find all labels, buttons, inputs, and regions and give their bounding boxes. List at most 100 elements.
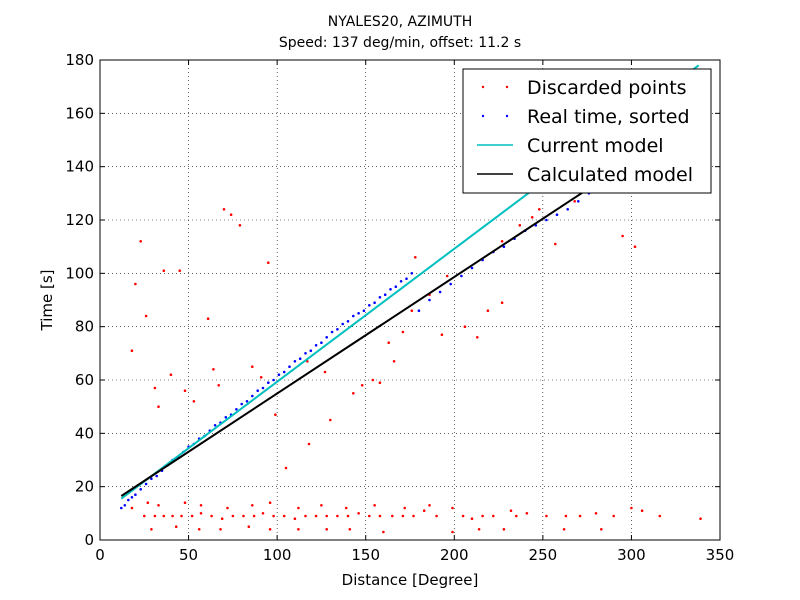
data-point	[476, 336, 479, 339]
data-point	[422, 509, 426, 512]
data-point	[403, 506, 407, 510]
legend: Discarded points Real time, sorted Current…	[462, 68, 712, 194]
chart-title: NYALES20, AZIMUTH	[328, 14, 472, 30]
data-point	[525, 512, 529, 515]
data-point	[394, 285, 398, 289]
data-point	[577, 200, 580, 203]
legend-swatch	[481, 114, 485, 118]
data-point	[371, 378, 375, 382]
data-point	[134, 282, 137, 286]
data-point	[212, 368, 215, 371]
data-point	[357, 312, 360, 315]
data-point	[530, 216, 534, 219]
y-tick-label: 160	[65, 104, 94, 122]
data-point	[578, 514, 582, 518]
data-point	[242, 514, 245, 518]
data-point	[445, 274, 449, 278]
data-point	[130, 506, 134, 510]
data-point	[174, 525, 178, 528]
x-tick-label: 100	[263, 546, 292, 564]
chart-subtitle: Speed: 137 deg/min, offset: 11.2 s	[279, 35, 521, 51]
data-point	[178, 269, 181, 273]
x-tick-label: 150	[351, 546, 380, 564]
data-point	[144, 314, 148, 318]
data-point	[325, 528, 329, 531]
legend-label: Discarded points	[527, 77, 687, 99]
data-point	[492, 514, 495, 518]
data-point	[323, 370, 327, 374]
data-point	[435, 514, 438, 518]
data-point	[180, 514, 183, 518]
y-tick-label: 60	[75, 371, 94, 389]
data-point	[267, 381, 270, 385]
data-point	[153, 386, 157, 390]
data-point	[183, 501, 187, 505]
x-tick-label: 250	[529, 546, 558, 564]
data-point	[357, 512, 360, 515]
data-point	[500, 301, 504, 305]
plot-frame	[99, 59, 721, 541]
data-point	[621, 234, 624, 238]
data-point	[378, 296, 382, 299]
data-point	[502, 528, 506, 531]
data-point	[699, 517, 702, 520]
data-point	[515, 514, 518, 518]
data-point	[368, 514, 371, 518]
data-point	[235, 408, 238, 411]
data-point	[346, 514, 350, 518]
data-point	[428, 504, 431, 507]
data-point	[197, 528, 201, 531]
data-point	[341, 322, 345, 326]
data-point	[277, 373, 281, 377]
data-point	[392, 360, 396, 363]
data-point	[199, 512, 203, 515]
legend-box	[462, 68, 712, 194]
y-tick-label: 80	[75, 318, 94, 336]
data-point	[222, 208, 226, 211]
data-point	[325, 336, 329, 339]
data-point	[157, 504, 160, 507]
data-point	[633, 245, 637, 248]
x-tick-label: 50	[179, 546, 198, 564]
data-point	[600, 528, 603, 531]
data-point	[245, 400, 249, 403]
data-point	[150, 477, 153, 481]
data-point	[373, 504, 376, 507]
data-point	[144, 482, 148, 486]
data-point	[554, 242, 557, 246]
data-point	[630, 506, 633, 510]
data-point	[352, 314, 355, 318]
data-point	[330, 330, 334, 334]
data-point	[309, 349, 313, 353]
data-point	[486, 309, 490, 313]
data-point	[288, 365, 291, 369]
data-point	[240, 402, 243, 406]
x-tick-label: 0	[95, 546, 105, 564]
legend-swatch	[505, 114, 509, 118]
data-point	[293, 360, 297, 363]
data-point	[183, 389, 187, 393]
data-point	[389, 288, 392, 291]
data-point	[267, 261, 270, 265]
data-point	[414, 255, 417, 259]
y-tick-label: 20	[75, 478, 94, 496]
data-point	[256, 389, 260, 393]
data-point	[325, 514, 329, 518]
data-point	[268, 501, 272, 505]
data-point	[500, 240, 504, 243]
data-point	[410, 272, 414, 275]
data-point	[502, 245, 506, 248]
data-point	[297, 506, 300, 510]
data-point	[545, 218, 548, 222]
y-tick-label: 100	[65, 264, 94, 282]
data-point	[470, 266, 474, 270]
data-point	[231, 514, 235, 518]
data-point	[378, 381, 382, 385]
data-point	[658, 514, 662, 518]
data-point	[449, 282, 453, 286]
data-point	[120, 506, 123, 510]
data-point	[192, 400, 196, 403]
legend-label: Calculated model	[527, 164, 693, 186]
data-point	[251, 365, 254, 369]
